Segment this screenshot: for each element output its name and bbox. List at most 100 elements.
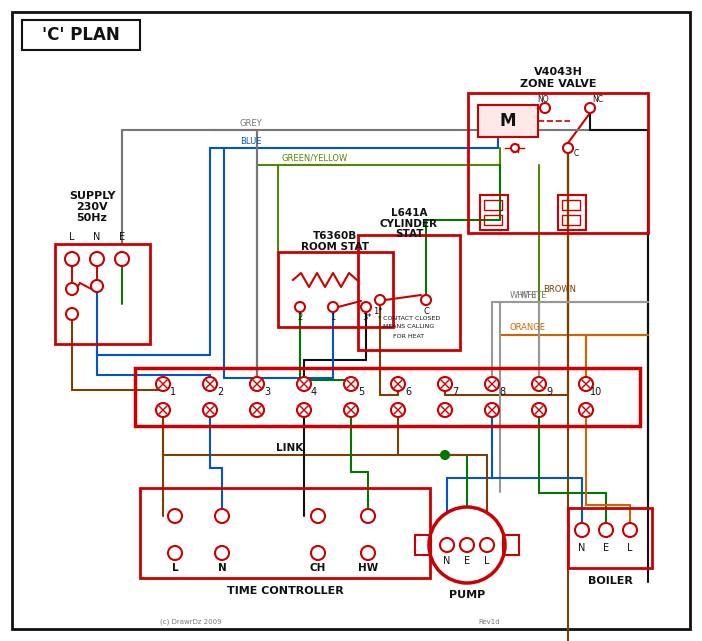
Text: * CONTACT CLOSED: * CONTACT CLOSED xyxy=(378,315,440,320)
Circle shape xyxy=(328,302,338,312)
Text: NO: NO xyxy=(537,94,549,103)
Bar xyxy=(278,252,393,327)
Circle shape xyxy=(579,403,593,417)
Circle shape xyxy=(391,377,405,391)
Text: 50Hz: 50Hz xyxy=(77,213,107,223)
Bar xyxy=(484,200,502,210)
Circle shape xyxy=(585,103,595,113)
Bar xyxy=(135,368,640,426)
Circle shape xyxy=(344,377,358,391)
Text: 2: 2 xyxy=(217,387,223,397)
Text: L: L xyxy=(172,563,178,573)
Text: GREY: GREY xyxy=(240,119,263,128)
Circle shape xyxy=(575,523,589,537)
Circle shape xyxy=(532,403,546,417)
Text: MEANS CALLING: MEANS CALLING xyxy=(383,324,435,329)
Text: 2: 2 xyxy=(298,313,303,322)
Text: 7: 7 xyxy=(452,387,458,397)
Text: 10: 10 xyxy=(590,387,602,397)
Circle shape xyxy=(438,403,452,417)
Text: GREEN/YELLOW: GREEN/YELLOW xyxy=(282,153,348,163)
Text: ORANGE: ORANGE xyxy=(510,324,546,333)
Circle shape xyxy=(215,509,229,523)
Circle shape xyxy=(297,403,311,417)
Circle shape xyxy=(485,403,499,417)
Circle shape xyxy=(65,252,79,266)
Text: T6360B: T6360B xyxy=(313,231,357,241)
Circle shape xyxy=(344,403,358,417)
Circle shape xyxy=(480,538,494,552)
Bar xyxy=(140,488,430,578)
Text: E: E xyxy=(119,232,125,242)
Circle shape xyxy=(599,523,613,537)
Circle shape xyxy=(421,295,431,305)
Circle shape xyxy=(203,377,217,391)
Text: SUPPLY: SUPPLY xyxy=(69,191,115,201)
Text: C: C xyxy=(574,149,578,158)
Text: CH: CH xyxy=(310,563,326,573)
Circle shape xyxy=(540,103,550,113)
Circle shape xyxy=(441,451,449,459)
Circle shape xyxy=(375,295,385,305)
Circle shape xyxy=(156,377,170,391)
Text: BLUE: BLUE xyxy=(240,137,262,146)
Bar xyxy=(503,535,519,555)
Circle shape xyxy=(311,546,325,560)
Text: C: C xyxy=(423,306,429,315)
Circle shape xyxy=(361,302,371,312)
Bar xyxy=(568,508,652,568)
Text: (c) DrawrDz 2009: (c) DrawrDz 2009 xyxy=(160,619,222,625)
Text: 'C' PLAN: 'C' PLAN xyxy=(42,26,120,44)
Text: ZONE VALVE: ZONE VALVE xyxy=(519,79,596,89)
Circle shape xyxy=(460,538,474,552)
Circle shape xyxy=(438,377,452,391)
Bar xyxy=(562,215,580,225)
Text: 3: 3 xyxy=(264,387,270,397)
Circle shape xyxy=(215,546,229,560)
Bar xyxy=(22,20,140,50)
Circle shape xyxy=(91,280,103,292)
Circle shape xyxy=(532,377,546,391)
Text: FOR HEAT: FOR HEAT xyxy=(393,333,425,338)
Circle shape xyxy=(361,546,375,560)
Bar xyxy=(415,535,431,555)
Text: N: N xyxy=(578,543,585,553)
Text: L: L xyxy=(484,556,490,566)
Bar xyxy=(55,244,150,344)
Circle shape xyxy=(623,523,637,537)
Circle shape xyxy=(66,283,78,295)
Text: TIME CONTROLLER: TIME CONTROLLER xyxy=(227,586,343,596)
Circle shape xyxy=(66,308,78,320)
Text: M: M xyxy=(500,112,516,130)
Circle shape xyxy=(156,403,170,417)
Circle shape xyxy=(311,509,325,523)
Text: 3*: 3* xyxy=(362,313,372,322)
Text: 9: 9 xyxy=(546,387,552,397)
Text: N: N xyxy=(443,556,451,566)
Text: BROWN: BROWN xyxy=(543,285,576,294)
Text: ROOM STAT: ROOM STAT xyxy=(301,242,369,252)
Circle shape xyxy=(168,546,182,560)
Text: N: N xyxy=(93,232,100,242)
Bar xyxy=(558,195,586,230)
Bar xyxy=(562,200,580,210)
Text: WHITE: WHITE xyxy=(510,290,537,299)
Circle shape xyxy=(391,403,405,417)
Bar xyxy=(468,93,648,233)
Text: L: L xyxy=(69,232,74,242)
Bar xyxy=(484,215,502,225)
Text: HW: HW xyxy=(358,563,378,573)
Text: N: N xyxy=(218,563,226,573)
Text: E: E xyxy=(464,556,470,566)
Text: WHITE: WHITE xyxy=(520,290,548,299)
Text: 1: 1 xyxy=(331,313,336,322)
Circle shape xyxy=(511,144,519,152)
Text: 5: 5 xyxy=(358,387,364,397)
Text: 1: 1 xyxy=(170,387,176,397)
Text: BOILER: BOILER xyxy=(588,576,633,586)
Text: CYLINDER: CYLINDER xyxy=(380,219,438,229)
Text: Rev1d: Rev1d xyxy=(478,619,500,625)
Text: 230V: 230V xyxy=(77,202,108,212)
Circle shape xyxy=(203,403,217,417)
Text: PUMP: PUMP xyxy=(449,590,485,600)
